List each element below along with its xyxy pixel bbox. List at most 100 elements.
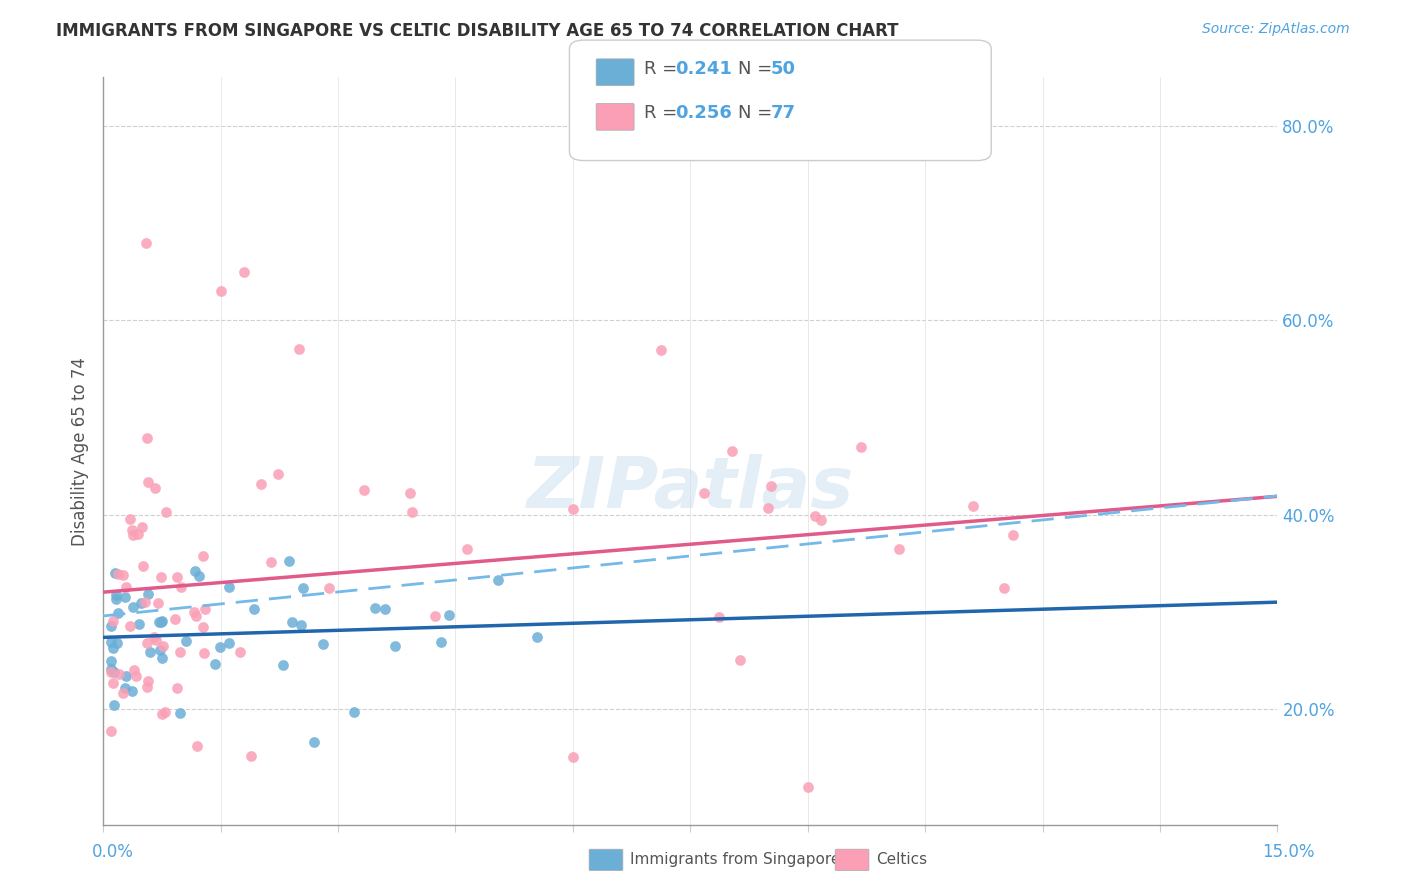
Point bbox=[796, 780, 818, 794]
Point bbox=[194, 601, 217, 615]
Point bbox=[135, 636, 157, 650]
Point bbox=[526, 630, 548, 644]
Point bbox=[149, 570, 172, 584]
Point bbox=[100, 665, 122, 679]
Point bbox=[101, 676, 124, 690]
Point bbox=[278, 554, 301, 568]
Point bbox=[165, 612, 187, 626]
Point bbox=[170, 580, 193, 594]
Point bbox=[343, 705, 366, 719]
Point bbox=[962, 500, 984, 514]
Point bbox=[127, 526, 149, 541]
Point bbox=[143, 481, 166, 495]
Point bbox=[229, 645, 252, 659]
Point bbox=[135, 235, 157, 250]
Point bbox=[721, 444, 744, 458]
Point bbox=[561, 750, 583, 764]
Point bbox=[122, 663, 145, 677]
Point bbox=[136, 680, 159, 694]
Point bbox=[183, 606, 205, 620]
Point bbox=[302, 735, 325, 749]
Point bbox=[191, 549, 214, 564]
Point bbox=[136, 475, 159, 489]
Point bbox=[100, 724, 122, 739]
Point bbox=[242, 602, 264, 616]
Point bbox=[131, 520, 153, 534]
Point bbox=[100, 619, 122, 633]
Point bbox=[129, 596, 152, 610]
Text: Immigrants from Singapore: Immigrants from Singapore bbox=[630, 853, 841, 867]
Point bbox=[115, 669, 138, 683]
Point bbox=[150, 615, 173, 629]
Point bbox=[108, 667, 131, 681]
Point bbox=[134, 595, 156, 609]
Text: N =: N = bbox=[738, 104, 778, 122]
Point bbox=[562, 502, 585, 516]
Text: 0.0%: 0.0% bbox=[91, 843, 134, 861]
Point bbox=[429, 635, 451, 649]
Point bbox=[169, 645, 191, 659]
Point bbox=[103, 665, 125, 679]
Text: Celtics: Celtics bbox=[876, 853, 927, 867]
Point bbox=[280, 615, 302, 629]
Point bbox=[260, 555, 283, 569]
Point bbox=[184, 564, 207, 578]
Point bbox=[728, 653, 751, 667]
Text: R =: R = bbox=[644, 104, 683, 122]
Point bbox=[288, 343, 311, 357]
Point bbox=[112, 685, 135, 699]
Point bbox=[138, 644, 160, 658]
Point bbox=[1002, 528, 1025, 542]
Text: ZIPatlas: ZIPatlas bbox=[527, 454, 853, 524]
Text: 0.256: 0.256 bbox=[675, 104, 731, 122]
Point bbox=[136, 673, 159, 688]
Point bbox=[193, 620, 215, 634]
Point bbox=[887, 541, 910, 556]
Point bbox=[101, 641, 124, 656]
Text: Source: ZipAtlas.com: Source: ZipAtlas.com bbox=[1202, 22, 1350, 37]
Point bbox=[353, 483, 375, 497]
Point bbox=[128, 617, 150, 632]
Text: 50: 50 bbox=[770, 60, 796, 78]
Point bbox=[132, 559, 155, 574]
Point bbox=[152, 706, 174, 721]
Point bbox=[149, 643, 172, 657]
Point bbox=[118, 619, 141, 633]
Point bbox=[218, 580, 240, 594]
Point bbox=[121, 523, 143, 537]
Point bbox=[166, 681, 188, 696]
Point bbox=[114, 580, 136, 594]
Point bbox=[364, 601, 387, 615]
Point bbox=[100, 635, 122, 649]
Point bbox=[208, 640, 231, 654]
Point bbox=[758, 500, 780, 515]
Point bbox=[292, 582, 315, 596]
Point bbox=[759, 479, 782, 493]
Point bbox=[650, 343, 672, 358]
Text: 15.0%: 15.0% bbox=[1263, 843, 1315, 861]
Point bbox=[486, 574, 509, 588]
Y-axis label: Disability Age 65 to 74: Disability Age 65 to 74 bbox=[72, 357, 89, 546]
Text: IMMIGRANTS FROM SINGAPORE VS CELTIC DISABILITY AGE 65 TO 74 CORRELATION CHART: IMMIGRANTS FROM SINGAPORE VS CELTIC DISA… bbox=[56, 22, 898, 40]
Point bbox=[267, 467, 290, 482]
Point bbox=[122, 528, 145, 542]
Point bbox=[103, 614, 125, 628]
Point bbox=[120, 512, 142, 526]
Point bbox=[135, 431, 157, 445]
Point bbox=[693, 486, 716, 500]
Point bbox=[121, 599, 143, 614]
Point bbox=[318, 582, 340, 596]
Point bbox=[149, 615, 172, 630]
Point bbox=[100, 654, 122, 668]
Point bbox=[804, 509, 827, 524]
Point bbox=[399, 486, 422, 500]
Point bbox=[148, 615, 170, 629]
Point bbox=[290, 617, 312, 632]
Point bbox=[186, 609, 208, 624]
Text: 0.241: 0.241 bbox=[675, 60, 731, 78]
Point bbox=[456, 542, 478, 557]
Point bbox=[401, 505, 423, 519]
Point bbox=[374, 602, 396, 616]
Point bbox=[143, 630, 166, 644]
Point bbox=[125, 669, 148, 683]
